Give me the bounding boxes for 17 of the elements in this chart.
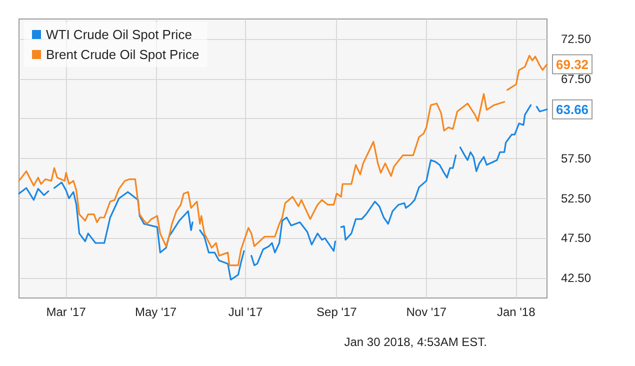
text: Jan 30 2018, 4:53AM EST.	[344, 335, 488, 349]
y-tick-label: 72.50	[561, 32, 592, 46]
x-tick-label: Jan '18	[496, 305, 536, 319]
data-label: 63.66	[556, 102, 589, 117]
y-tick-label: 52.50	[561, 191, 592, 206]
y-tick-label: 67.50	[561, 72, 592, 86]
x-tick-label: Sep '17	[316, 305, 358, 319]
y-tick-label: 57.50	[561, 152, 592, 166]
y-tick-label: 47.50	[561, 231, 592, 246]
x-tick-label: Nov '17	[406, 305, 447, 319]
y-tick-label: 42.50	[561, 271, 592, 286]
legend-label: Brent Crude Oil Spot Price	[46, 47, 200, 62]
legend-label: WTI Crude Oil Spot Price	[46, 27, 192, 42]
x-tick-label: Jul '17	[228, 305, 263, 319]
x-tick-label: May '17	[134, 305, 177, 319]
x-tick-label: Mar '17	[46, 305, 86, 319]
data-label: 69.32	[556, 56, 589, 72]
